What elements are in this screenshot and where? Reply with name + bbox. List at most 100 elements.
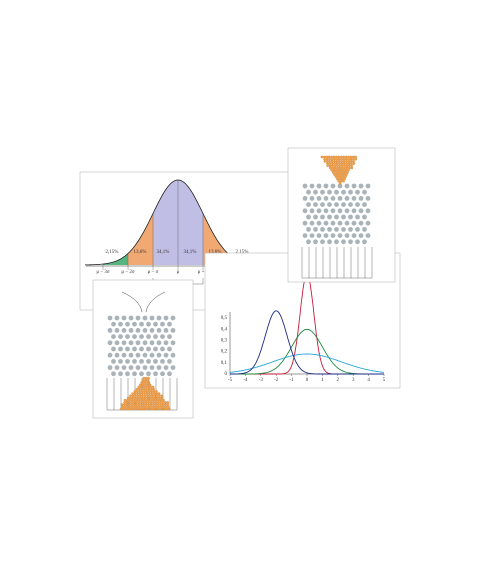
ball xyxy=(120,403,124,406)
ball xyxy=(347,160,351,163)
ball xyxy=(160,394,163,398)
ball xyxy=(340,164,344,168)
ball xyxy=(338,171,342,174)
peg xyxy=(302,233,308,239)
ball xyxy=(135,401,138,404)
ball xyxy=(140,392,144,395)
y-tick-label: 0,2 xyxy=(221,350,228,355)
peg xyxy=(107,315,113,321)
peg xyxy=(146,334,151,339)
ball xyxy=(136,392,139,395)
ball xyxy=(335,162,339,165)
ball xyxy=(344,155,348,159)
peg xyxy=(156,365,162,370)
ball xyxy=(330,160,334,163)
ball xyxy=(131,407,135,411)
ball xyxy=(142,401,146,404)
peg xyxy=(327,239,332,245)
ball xyxy=(334,171,337,174)
ball xyxy=(339,179,343,183)
ball xyxy=(350,164,353,168)
ball xyxy=(145,381,148,384)
peg xyxy=(334,189,339,195)
peg xyxy=(153,346,158,352)
ball xyxy=(155,392,158,395)
ball xyxy=(147,403,150,406)
ball xyxy=(143,383,147,387)
peg xyxy=(153,359,158,364)
x-tick-label: -4 xyxy=(243,378,248,383)
ball xyxy=(135,387,139,391)
ball xyxy=(150,392,154,395)
peg xyxy=(142,328,148,333)
y-tick-label: 0,3 xyxy=(221,339,228,344)
ball xyxy=(130,398,134,402)
peg xyxy=(163,340,169,346)
ball xyxy=(132,403,136,406)
peg xyxy=(135,315,141,321)
ball xyxy=(139,403,143,406)
ball xyxy=(341,175,345,179)
peg xyxy=(111,346,116,352)
ball xyxy=(138,398,141,402)
peg xyxy=(309,233,315,239)
peg xyxy=(114,352,120,358)
peg xyxy=(323,183,329,189)
peg xyxy=(348,189,353,195)
ball xyxy=(345,160,348,163)
ball xyxy=(338,177,342,181)
ball xyxy=(150,398,153,402)
peg xyxy=(316,183,322,189)
ball xyxy=(145,405,148,409)
peg xyxy=(327,202,332,208)
ball xyxy=(130,401,134,404)
peg xyxy=(320,227,325,232)
ball xyxy=(154,401,158,404)
x-tick-label: -5 xyxy=(228,378,233,383)
peg xyxy=(344,196,350,201)
ball xyxy=(337,175,340,179)
peg xyxy=(142,352,148,358)
peg xyxy=(153,321,158,327)
peg xyxy=(170,365,176,370)
peg xyxy=(160,334,165,339)
ball xyxy=(343,164,346,168)
peg xyxy=(114,315,120,321)
ball xyxy=(342,173,346,176)
ball xyxy=(128,401,131,404)
ball xyxy=(135,398,139,402)
ball xyxy=(352,160,355,163)
ball xyxy=(330,168,333,172)
x-tick-label: -2 xyxy=(274,378,279,383)
peg xyxy=(121,315,127,321)
peg xyxy=(358,183,364,189)
peg xyxy=(111,321,116,327)
peg xyxy=(160,371,165,377)
ball xyxy=(126,396,130,400)
peg xyxy=(170,315,176,321)
ball xyxy=(130,403,133,406)
ball xyxy=(328,162,332,165)
band-area xyxy=(103,253,128,265)
ball xyxy=(152,398,156,402)
peg xyxy=(125,346,130,352)
peg xyxy=(135,365,141,370)
peg xyxy=(306,214,311,220)
funnel xyxy=(121,291,166,313)
ball xyxy=(345,164,349,168)
peg xyxy=(323,196,329,201)
y-tick-label: 0,4 xyxy=(221,327,228,332)
ball xyxy=(344,168,348,172)
peg xyxy=(163,328,169,333)
ball xyxy=(342,155,345,159)
ball xyxy=(138,396,142,400)
peg xyxy=(344,208,350,214)
ball xyxy=(336,166,339,170)
ball xyxy=(149,403,153,406)
ball xyxy=(147,390,151,393)
peg xyxy=(170,328,176,333)
ball xyxy=(137,405,141,409)
percentage-label: 13,6% xyxy=(209,250,222,255)
ball xyxy=(337,179,341,183)
ball xyxy=(139,385,143,389)
